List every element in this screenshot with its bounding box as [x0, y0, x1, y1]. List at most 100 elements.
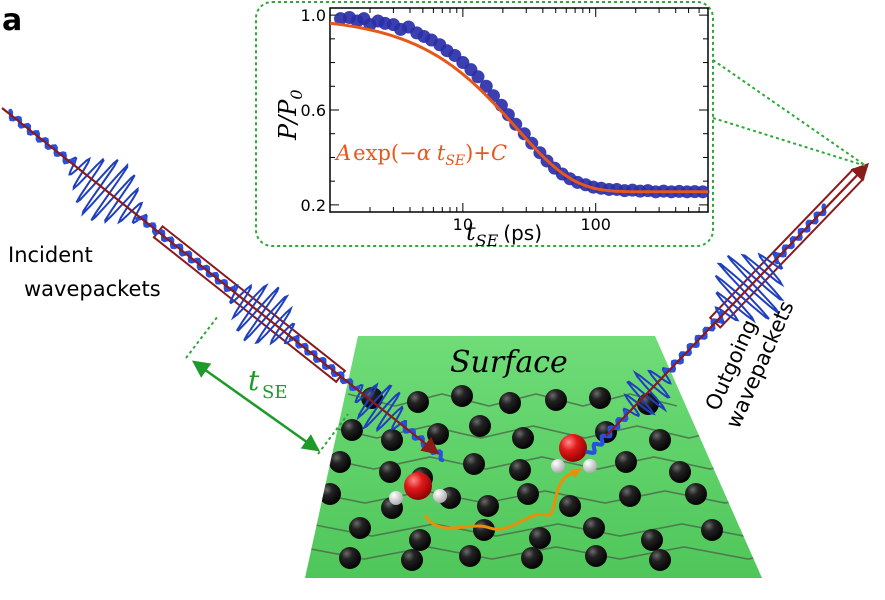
lattice-bond-line — [309, 523, 762, 537]
carbon-atom — [499, 392, 521, 414]
carbon-atom — [619, 485, 641, 507]
y-axis-label: P/P0 — [274, 89, 306, 141]
carbon-atom — [529, 527, 551, 549]
plot-area — [329, 7, 709, 213]
tse-extension-bottom — [317, 413, 349, 455]
carbon-atom — [521, 547, 543, 569]
beam-arrow — [605, 162, 870, 437]
fit-t-sub: SE — [445, 153, 465, 169]
callout-line-top — [712, 59, 867, 167]
carbon-atom — [459, 545, 481, 567]
outgoing-beam — [585, 162, 870, 455]
fit-close: )+ — [465, 141, 491, 165]
fit-curve — [329, 21, 708, 194]
y-label-p: P — [274, 123, 302, 141]
data-point — [471, 70, 485, 84]
y-label-sub: 0 — [287, 89, 306, 99]
carbon-atom — [583, 517, 605, 539]
carbon-atom — [559, 495, 581, 517]
x-tick-label: 10 — [453, 215, 473, 234]
data-point — [517, 127, 531, 141]
carbon-atom — [381, 429, 403, 451]
hydrogen-atom — [389, 491, 403, 505]
water-molecules — [389, 434, 597, 505]
trajectory-arrowhead — [570, 468, 582, 478]
carbon-atom — [649, 429, 671, 451]
tse-label: t SE — [248, 364, 287, 403]
carbon-atom — [517, 483, 539, 505]
carbon-atom — [409, 529, 431, 551]
carbon-atom — [585, 545, 607, 567]
carbon-atom — [509, 459, 531, 481]
carbon-atom — [349, 517, 371, 539]
oxygen-atom — [559, 434, 587, 462]
carbon-atom — [512, 427, 534, 449]
carbon-atom — [545, 389, 567, 411]
x-label-t: t — [466, 218, 476, 246]
data-points — [334, 10, 710, 199]
beam-arrow — [1, 107, 440, 455]
carbon-atom — [701, 519, 723, 541]
data-point — [479, 79, 493, 93]
carbon-atom — [319, 483, 341, 505]
tick-labels: 10 100 1.0 0.6 0.2 — [301, 6, 611, 234]
fit-a: A — [334, 141, 351, 165]
x-axis-label: tSE (ps) — [466, 218, 542, 250]
tse-extension-top — [185, 315, 219, 359]
callout-line-bottom — [712, 117, 867, 167]
hydrogen-atom — [551, 459, 565, 473]
carbon-atom — [469, 415, 491, 437]
fit-formula: Aexp(−α tSE)+C — [334, 141, 507, 169]
carbon-atom — [649, 549, 671, 571]
y-tick-label: 0.6 — [301, 101, 326, 120]
tse-label-sub: SE — [262, 382, 287, 403]
incident-beam — [1, 107, 445, 463]
data-point — [509, 117, 523, 131]
y-tick-label: 0.2 — [301, 196, 326, 215]
y-label-p0: P — [274, 99, 302, 117]
fit-c: C — [491, 141, 507, 165]
incident-label-line2: wavepackets — [24, 277, 161, 301]
y-tick-label: 1.0 — [301, 6, 326, 25]
lattice-bond-line — [305, 546, 762, 560]
oxygen-atom — [404, 472, 432, 500]
carbon-atom — [595, 421, 617, 443]
carbon-atom — [401, 549, 423, 571]
y-label-slash: / — [274, 113, 302, 126]
carbon-atom — [615, 451, 637, 473]
axis-ticks — [329, 8, 709, 212]
x-tick-label: 100 — [580, 215, 611, 234]
carbon-atom — [685, 483, 707, 505]
carbon-atom — [477, 495, 499, 517]
carbon-atom — [463, 453, 485, 475]
carbon-atom — [341, 419, 363, 441]
incident-label-line1: Incident — [8, 243, 93, 267]
x-label-unit: (ps) — [503, 221, 542, 245]
carbon-atom — [407, 391, 429, 413]
carbon-atom — [589, 387, 611, 409]
carbon-atom — [427, 423, 449, 445]
carbon-atom — [339, 547, 361, 569]
carbon-atom — [451, 385, 473, 407]
fit-alpha: α — [417, 141, 431, 165]
carbon-atom — [641, 529, 663, 551]
data-point — [501, 108, 515, 122]
carbon-atom — [329, 451, 351, 473]
x-label-sub: SE — [476, 231, 499, 250]
inset-frame — [255, 1, 714, 247]
hydrogen-atom — [583, 459, 597, 473]
molecule-trajectory — [423, 470, 576, 531]
carbon-atom — [379, 461, 401, 483]
hydrogen-atom — [433, 489, 447, 503]
fit-exp: exp(− — [353, 141, 417, 165]
panel-letter: a — [2, 3, 22, 38]
carbon-atom — [669, 461, 691, 483]
fit-t: t — [437, 141, 446, 165]
surface-label: Surface — [450, 345, 568, 380]
graphene-lattice — [305, 385, 762, 571]
tse-arrow — [191, 360, 321, 452]
tse-label-main: t — [248, 364, 260, 397]
outgoing-label: Outgoing wavepackets — [701, 297, 799, 432]
